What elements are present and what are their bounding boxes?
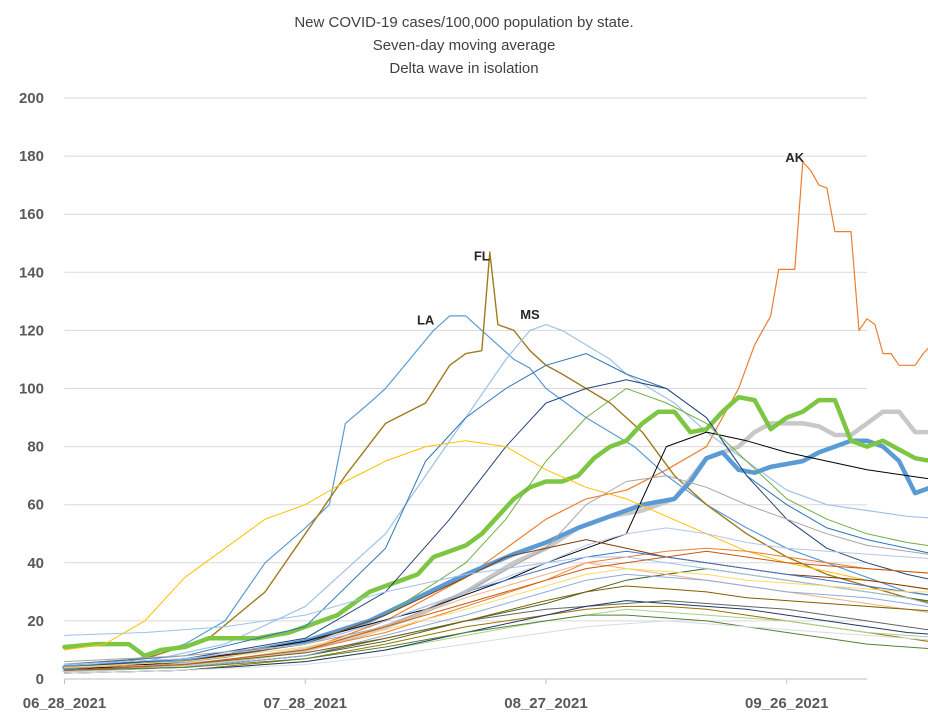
series-line-22	[64, 573, 928, 671]
y-axis-ticks: 0 20 40 60 80 100 120 140 160 180 200	[19, 90, 44, 688]
x-axis-ticks: 06_28_2021 07_28_2021 08_27_2021 09_26_2021	[23, 679, 828, 712]
series-line-26	[64, 614, 928, 671]
title-line-3: Delta wave in isolation	[389, 60, 538, 77]
series-line-ms	[63, 324, 928, 668]
y-tick-label: 80	[27, 439, 44, 456]
x-tick-label: 08_27_2021	[504, 695, 587, 712]
title-line-1: New COVID-19 cases/100,000 population by…	[294, 14, 633, 31]
y-tick-label: 160	[19, 206, 44, 223]
y-tick-label: 40	[27, 555, 44, 572]
series-line-25	[64, 600, 928, 674]
series-line-29	[64, 620, 928, 674]
series-line-13	[64, 547, 928, 671]
annotation-fl: FL	[474, 249, 490, 264]
annotation-ak: AK	[785, 150, 804, 165]
series-line-17	[64, 605, 928, 674]
annotation-la: LA	[417, 313, 435, 328]
series-lines	[62, 161, 928, 674]
title-line-2: Seven-day moving average	[373, 37, 556, 54]
series-line-14	[64, 539, 928, 668]
series-line-8	[64, 353, 928, 665]
series-line-wy	[62, 394, 928, 659]
series-line-ak	[63, 161, 928, 668]
series-line-id	[62, 438, 928, 670]
series-line-10	[64, 440, 928, 651]
series-line-28	[64, 527, 928, 665]
gridlines	[64, 97, 867, 680]
series-line-27	[64, 550, 928, 671]
y-tick-label: 180	[19, 148, 44, 165]
series-line-la	[63, 315, 928, 668]
x-tick-label: 09_26_2021	[745, 695, 828, 712]
series-line-9	[64, 379, 928, 668]
series-line-fl	[63, 251, 928, 666]
series-line-15	[64, 550, 928, 665]
y-tick-label: 120	[19, 322, 44, 339]
x-tick-label: 06_28_2021	[23, 695, 106, 712]
series-line-12	[64, 475, 928, 663]
annotation-ms: MS	[520, 307, 540, 322]
series-line-24	[64, 585, 928, 671]
x-tick-label: 07_28_2021	[264, 695, 347, 712]
series-line-mt	[62, 409, 928, 673]
y-tick-label: 100	[19, 381, 44, 398]
y-tick-label: 20	[27, 613, 44, 630]
y-tick-label: 0	[36, 671, 44, 688]
y-tick-label: 140	[19, 264, 44, 281]
series-line-20	[64, 562, 928, 668]
state-annotations: AKFLLAMSAKMTIDWY	[417, 150, 805, 328]
y-tick-label: 60	[27, 497, 44, 514]
series-line-23	[64, 568, 928, 668]
chart-title: New COVID-19 cases/100,000 population by…	[294, 14, 633, 77]
series-line-7	[64, 431, 928, 671]
y-tick-label: 200	[19, 90, 44, 107]
series-line-16	[64, 600, 928, 671]
